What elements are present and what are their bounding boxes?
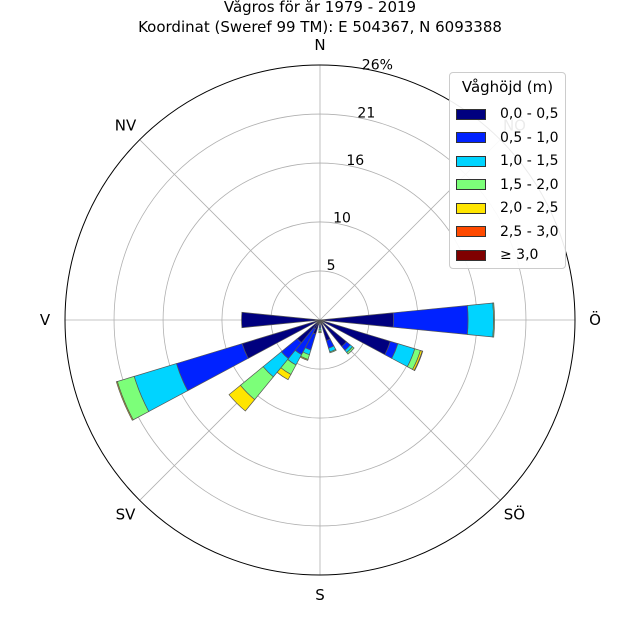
outer-ring bbox=[64, 64, 576, 576]
legend-item: 0,5 - 1,0 bbox=[456, 130, 558, 146]
grid-spoke-NV bbox=[139, 139, 321, 321]
bar-sector-4-bin-1 bbox=[318, 322, 322, 329]
chart-subtitle: Koordinat (Sweref 99 TM): E 504367, N 60… bbox=[138, 18, 502, 36]
legend-swatch bbox=[456, 132, 486, 143]
direction-label-sv: SV bbox=[116, 505, 137, 523]
bar-sector-1-bin-5 bbox=[413, 350, 424, 372]
bar-sector-4-bin-4 bbox=[318, 331, 322, 334]
legend-item: 2,5 - 3,0 bbox=[456, 224, 558, 240]
legend-swatch bbox=[456, 202, 486, 214]
legend-swatch bbox=[456, 155, 486, 167]
legend-label: 0,5 - 1,0 bbox=[500, 129, 559, 146]
radial-tick-label: 5 bbox=[327, 258, 336, 274]
radial-tick-label: 10 bbox=[333, 210, 351, 226]
legend: Våghöjd (m) 0,0 - 0,5 0,5 - 1,0 1,0 - 1,5 1… bbox=[449, 72, 566, 269]
direction-label-n: N bbox=[314, 36, 325, 54]
legend-item: 1,5 - 2,0 bbox=[456, 177, 558, 193]
bar-sector-0-bin-2 bbox=[467, 302, 494, 338]
radial-tick-label: 16 bbox=[346, 153, 364, 169]
legend-label: 1,5 - 2,0 bbox=[500, 176, 559, 193]
bar-sector-0-bin-3 bbox=[492, 302, 495, 338]
bar-sector-8-bin-4 bbox=[115, 381, 134, 421]
bar-sector-0-bin-1 bbox=[392, 305, 469, 335]
bar-sector-3-bin-3 bbox=[329, 348, 337, 354]
legend-label: 0,0 - 0,5 bbox=[500, 106, 559, 122]
direction-label-o: Ö bbox=[589, 310, 601, 329]
legend-swatch bbox=[456, 226, 486, 237]
legend-swatch bbox=[456, 249, 486, 261]
legend-item: 1,0 - 1,5 bbox=[456, 153, 558, 169]
chart-title: Vågros för år 1979 - 2019 bbox=[223, 0, 417, 16]
direction-label-nv: NV bbox=[115, 117, 137, 135]
legend-item: ≥ 3,0 bbox=[456, 247, 538, 263]
legend-item: 0,0 - 0,5 bbox=[456, 106, 558, 122]
radial-tick-label: 21 bbox=[357, 105, 375, 121]
radial-tick-label: 26% bbox=[362, 58, 393, 74]
legend-title: Våghöjd (m) bbox=[461, 78, 554, 96]
bar-sector-7-bin-4 bbox=[228, 384, 256, 412]
bar-sector-9-bin-0 bbox=[241, 311, 321, 329]
direction-label-so: SÖ bbox=[504, 504, 525, 523]
legend-swatch bbox=[456, 179, 486, 190]
legend-label: 1,0 - 1,5 bbox=[500, 153, 559, 169]
direction-label-s: S bbox=[315, 586, 325, 604]
direction-label-v: V bbox=[40, 311, 51, 329]
legend-item: 2,0 - 2,5 bbox=[456, 200, 558, 216]
legend-label: ≥ 3,0 bbox=[500, 247, 539, 263]
legend-label: 2,5 - 3,0 bbox=[500, 223, 559, 240]
bar-sector-2-bin-3 bbox=[346, 346, 355, 355]
legend-swatch bbox=[456, 108, 486, 120]
legend-label: 2,0 - 2,5 bbox=[500, 200, 559, 216]
bar-sector-8-bin-1 bbox=[175, 343, 249, 392]
